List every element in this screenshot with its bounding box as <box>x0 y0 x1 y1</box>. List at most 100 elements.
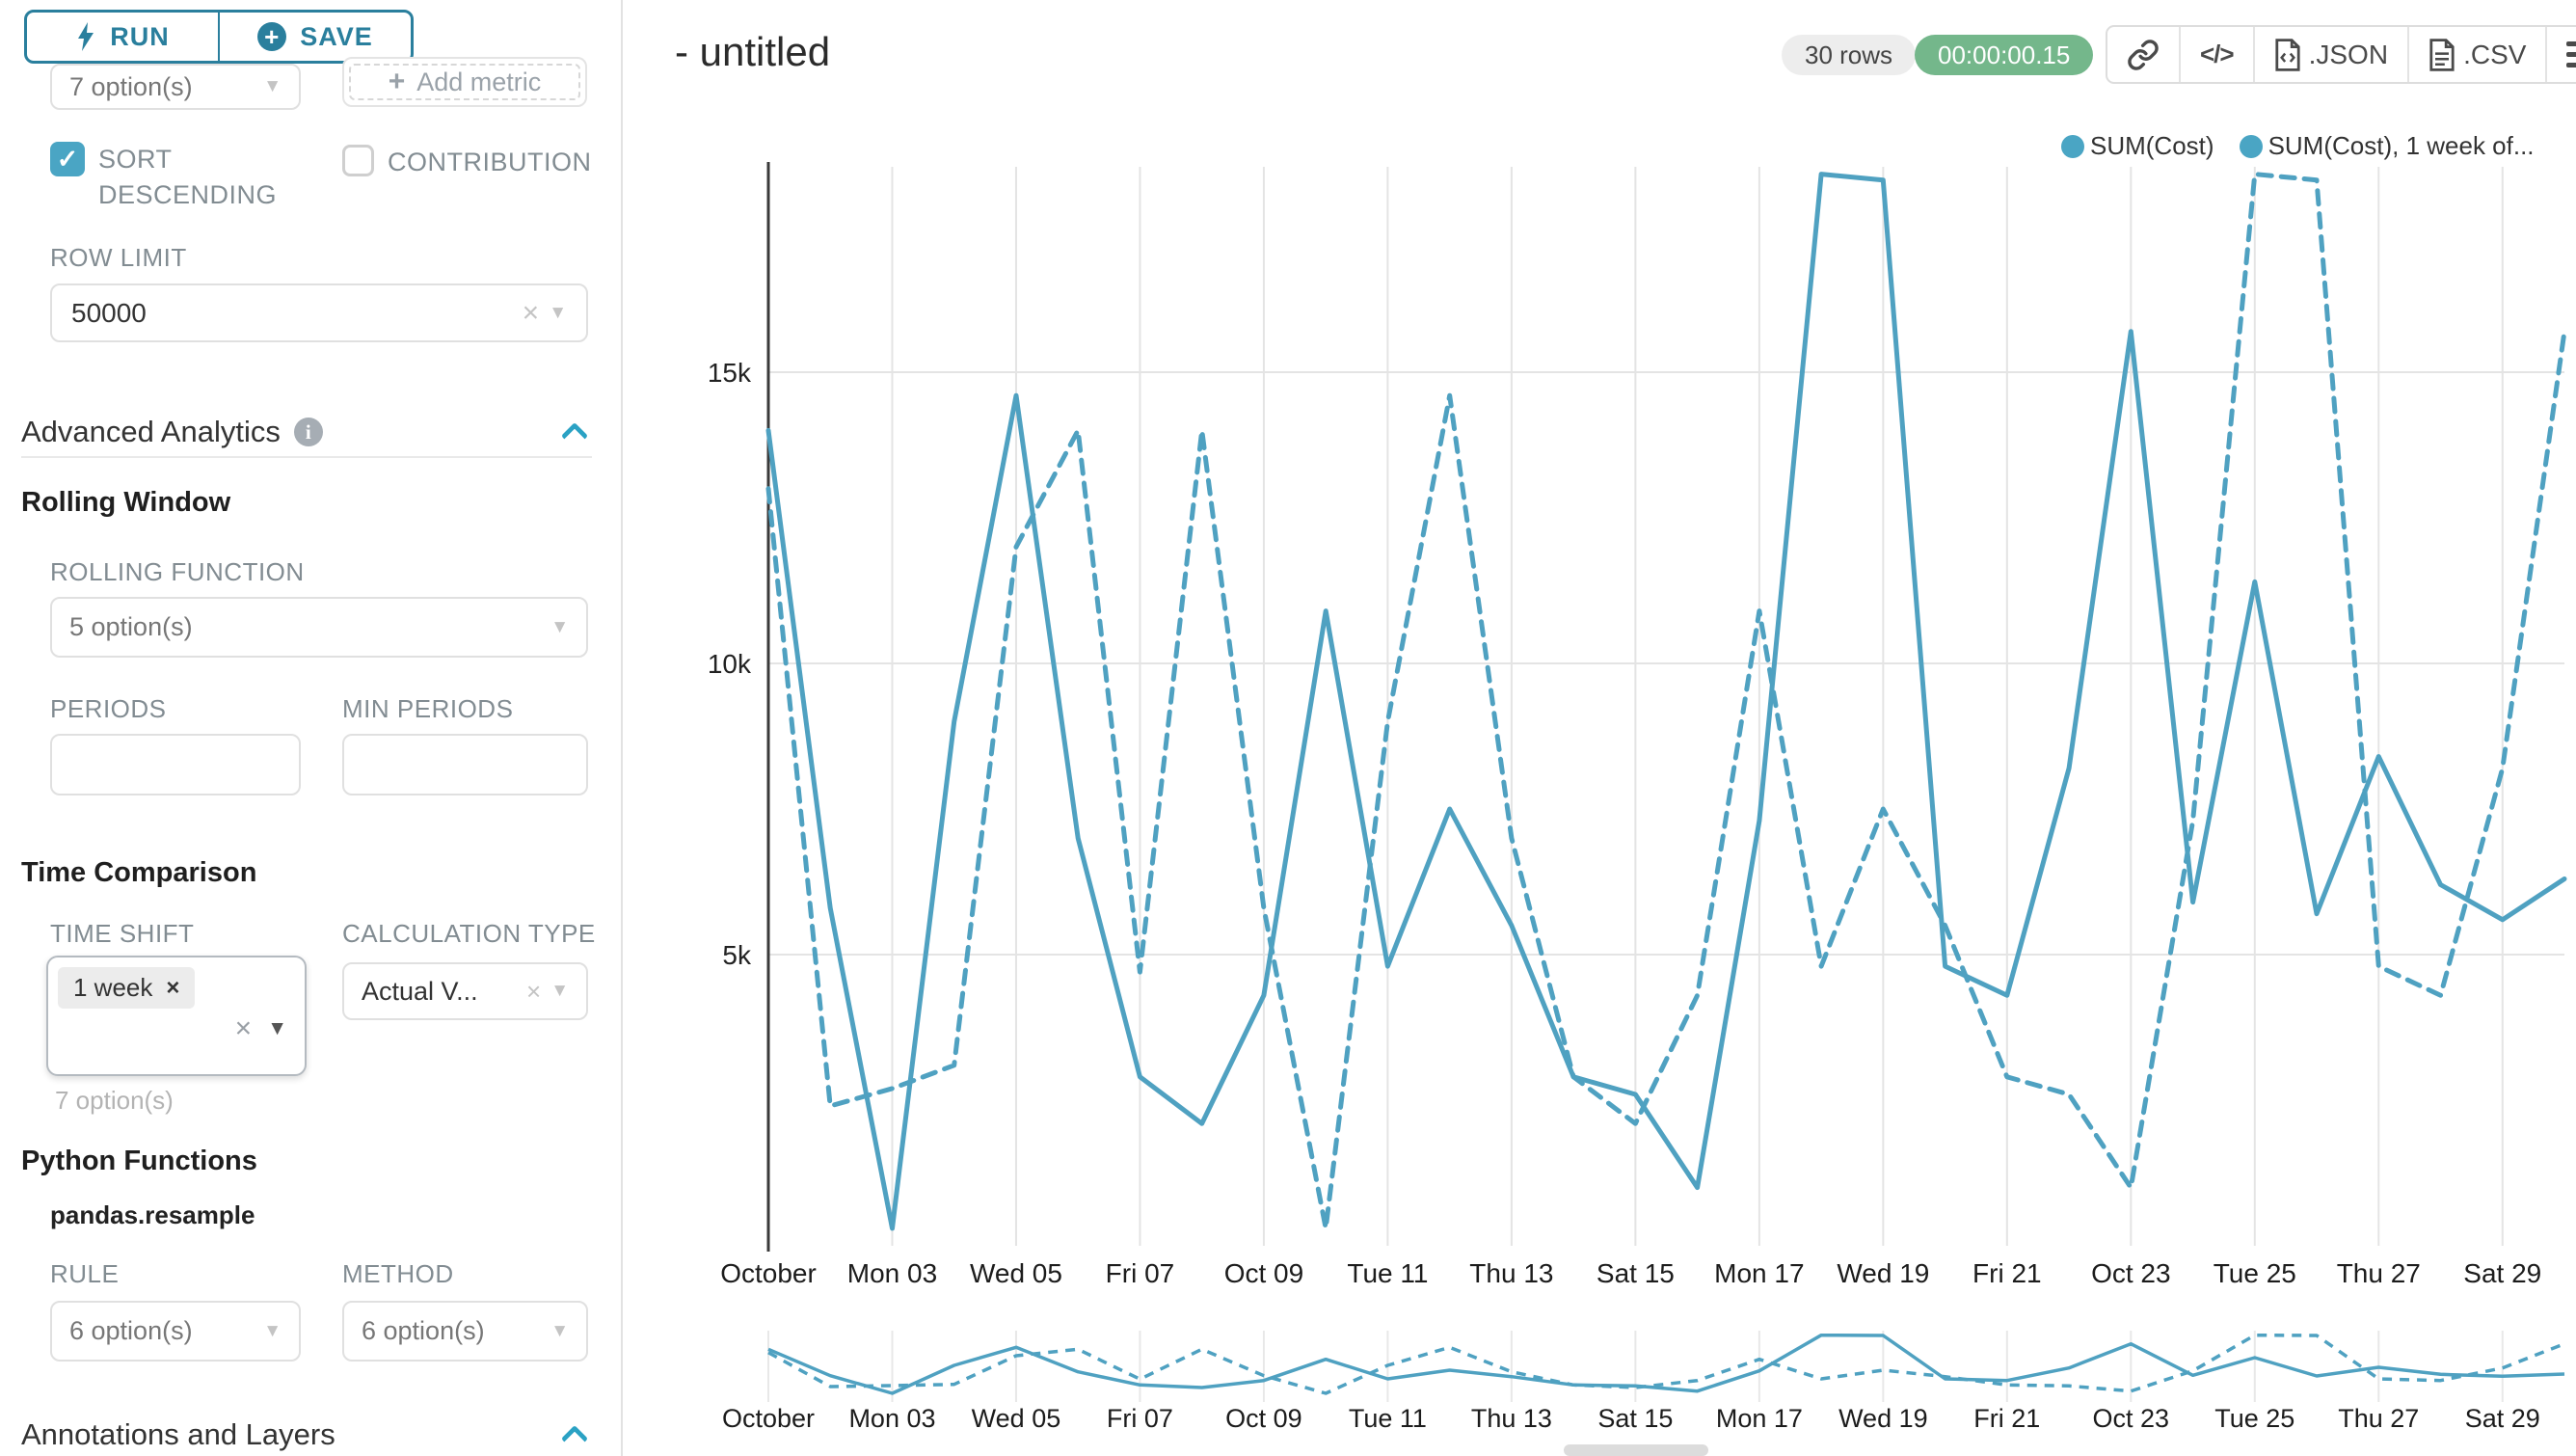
svg-text:5k: 5k <box>722 940 752 970</box>
clear-icon[interactable]: × <box>234 1012 253 1044</box>
row-limit-value: 50000 <box>71 297 147 328</box>
svg-text:Tue 25: Tue 25 <box>2214 1404 2294 1433</box>
info-icon: i <box>293 418 323 446</box>
mini-preview-chart[interactable]: October Mon 03 Wed 05 Fri 07 Oct 09 Tue 11 Thu… <box>722 1331 2565 1433</box>
export-csv-button[interactable]: .CSV <box>2407 27 2545 82</box>
row-limit-select[interactable]: 50000 × ▼ <box>50 283 588 342</box>
scroll-handle[interactable] <box>1564 1444 1708 1456</box>
method-select-value: 6 option(s) <box>362 1316 485 1345</box>
plus-circle-icon: + <box>257 22 287 51</box>
run-button[interactable]: RUN <box>27 13 218 61</box>
sort-descending-checkbox-row[interactable]: ✓ SORT DESCENDING <box>50 142 291 213</box>
svg-text:October: October <box>720 1258 817 1288</box>
export-json-button[interactable]: .JSON <box>2252 27 2407 82</box>
rolling-function-select[interactable]: 5 option(s) ▼ <box>50 597 588 658</box>
chevron-down-icon: ▼ <box>263 1320 282 1341</box>
time-shift-multiselect[interactable]: 1 week × × ▼ <box>46 956 307 1076</box>
calculation-type-select[interactable]: Actual V... × ▼ <box>342 962 588 1020</box>
svg-text:Tue 11: Tue 11 <box>1347 1258 1428 1288</box>
svg-text:Oct 23: Oct 23 <box>2093 1404 2170 1433</box>
chart-menu-button[interactable] <box>2545 27 2576 82</box>
legend-item-sum-cost-offset[interactable]: SUM(Cost), 1 week of... <box>2239 131 2535 161</box>
svg-text:Sat 15: Sat 15 <box>1597 1258 1675 1288</box>
time-shift-tag-label: 1 week <box>73 973 153 1002</box>
legend-dot-icon <box>2239 134 2263 158</box>
svg-text:Fri 21: Fri 21 <box>1972 1258 2042 1288</box>
sort-descending-label: SORT DESCENDING <box>98 145 278 209</box>
plus-icon: + <box>388 66 406 97</box>
method-label: METHOD <box>342 1259 454 1288</box>
advanced-analytics-section-header[interactable]: Advanced Analytics i <box>21 415 323 449</box>
add-metric-button[interactable]: + Add metric <box>342 57 587 107</box>
svg-text:Sat 15: Sat 15 <box>1597 1404 1673 1433</box>
svg-text:Wed 19: Wed 19 <box>1838 1404 1928 1433</box>
svg-text:Mon 17: Mon 17 <box>1714 1258 1804 1288</box>
chevron-down-icon[interactable]: ▼ <box>267 1017 287 1039</box>
menu-icon <box>2566 41 2576 67</box>
svg-text:Oct 23: Oct 23 <box>2091 1258 2170 1288</box>
time-shift-tag: 1 week × <box>58 967 196 1009</box>
method-select[interactable]: 6 option(s) ▼ <box>342 1301 588 1362</box>
svg-text:Mon 03: Mon 03 <box>848 1404 935 1433</box>
link-icon <box>2128 39 2159 70</box>
run-save-button-group: RUN + SAVE <box>24 10 414 64</box>
calculation-type-label: CALCULATION TYPE <box>342 919 596 948</box>
time-shift-options-hint: 7 option(s) <box>55 1086 174 1115</box>
remove-tag-icon[interactable]: × <box>166 974 180 1001</box>
periods-label: PERIODS <box>50 694 167 723</box>
svg-text:Sat 29: Sat 29 <box>2465 1404 2540 1433</box>
svg-text:Wed 05: Wed 05 <box>972 1404 1061 1433</box>
python-functions-title: Python Functions <box>21 1146 257 1176</box>
rule-select[interactable]: 6 option(s) ▼ <box>50 1301 301 1362</box>
annotations-section-header[interactable]: Annotations and Layers <box>21 1417 335 1452</box>
chevron-down-icon: ▼ <box>550 981 569 1001</box>
svg-text:Tue 11: Tue 11 <box>1349 1404 1427 1433</box>
clear-icon[interactable]: × <box>522 296 540 329</box>
min-periods-label: MIN PERIODS <box>342 694 514 723</box>
metrics-select[interactable]: 7 option(s) ▼ <box>50 64 301 110</box>
checkbox-checked-icon[interactable]: ✓ <box>50 142 85 176</box>
periods-input[interactable] <box>50 734 301 795</box>
svg-text:Fri 07: Fri 07 <box>1106 1258 1175 1288</box>
save-button[interactable]: + SAVE <box>218 13 411 61</box>
chevron-down-icon: ▼ <box>263 76 282 96</box>
svg-text:Thu 13: Thu 13 <box>1469 1258 1553 1288</box>
series-line-sum-cost-1-week-offset <box>765 172 2567 1231</box>
svg-text:15k: 15k <box>708 358 752 388</box>
svg-text:Wed 05: Wed 05 <box>970 1258 1062 1288</box>
query-timer-badge: 00:00:00.15 <box>1915 35 2094 75</box>
series-line-sum-cost <box>765 172 2567 1231</box>
min-periods-input[interactable] <box>342 734 588 795</box>
metrics-select-value: 7 option(s) <box>69 71 193 101</box>
checkbox-unchecked-icon[interactable] <box>342 145 374 176</box>
rule-label: RULE <box>50 1259 120 1288</box>
mini-series-line-sum-cost-1-week-offset <box>767 1333 2565 1395</box>
legend-item-sum-cost[interactable]: SUM(Cost) <box>2061 131 2214 161</box>
view-query-button[interactable]: </> <box>2179 27 2253 82</box>
rolling-function-label: ROLLING FUNCTION <box>50 557 305 586</box>
pandas-resample-label: pandas.resample <box>50 1200 255 1229</box>
svg-text:October: October <box>722 1404 815 1433</box>
contribution-checkbox-row[interactable]: CONTRIBUTION <box>342 145 593 180</box>
code-icon: </> <box>2200 40 2235 68</box>
lightning-icon <box>78 22 94 51</box>
clear-icon[interactable]: × <box>526 977 542 1006</box>
control-panel[interactable]: RUN + SAVE 7 option(s) ▼ + Add metric ✓ … <box>0 0 623 1456</box>
svg-text:10k: 10k <box>708 649 752 679</box>
legend-label: SUM(Cost), 1 week of... <box>2267 131 2535 160</box>
svg-text:Fri 21: Fri 21 <box>1973 1404 2040 1433</box>
chevron-down-icon: ▼ <box>550 1320 569 1341</box>
svg-text:Oct 09: Oct 09 <box>1224 1258 1303 1288</box>
save-button-label: SAVE <box>300 21 373 51</box>
section-divider <box>21 456 592 458</box>
add-metric-label: Add metric <box>416 67 542 96</box>
run-button-label: RUN <box>110 21 170 51</box>
share-link-button[interactable] <box>2107 27 2179 82</box>
annotations-title: Annotations and Layers <box>21 1417 335 1451</box>
csv-export-label: .CSV <box>2463 39 2527 69</box>
legend-label: SUM(Cost) <box>2090 131 2214 160</box>
chart-title[interactable]: - untitled <box>675 29 831 74</box>
svg-text:Thu 27: Thu 27 <box>2337 1258 2421 1288</box>
